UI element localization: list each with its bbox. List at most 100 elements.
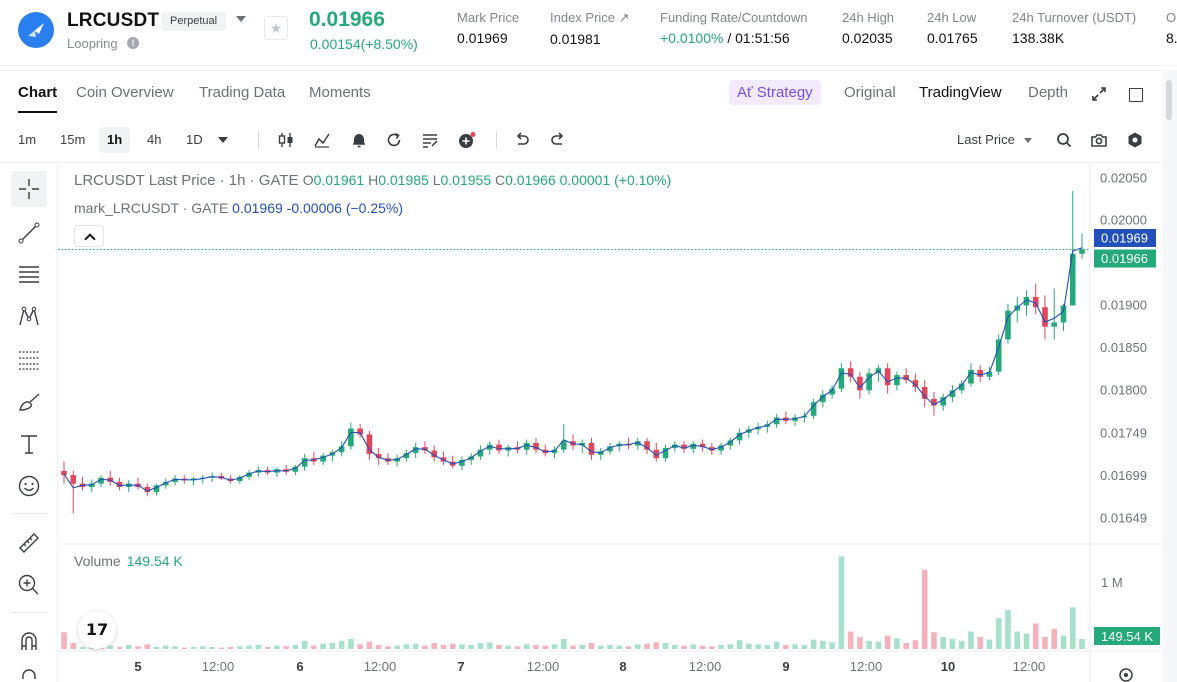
chevron-down-icon[interactable]: [1024, 138, 1032, 143]
zoom-in-tool[interactable]: [11, 567, 47, 603]
candle-style-icon[interactable]: [277, 131, 295, 149]
volume-bar: [560, 638, 567, 649]
chart-toolbar: 1m 15m 1h 4h 1D Last Price: [0, 115, 1163, 163]
strategy-button[interactable]: Ať Strategy: [729, 80, 821, 105]
interval-1d[interactable]: 1D: [186, 132, 203, 147]
add-indicator-icon[interactable]: [458, 131, 476, 149]
ohlc-close: 0.01966: [505, 172, 556, 188]
chart-canvas[interactable]: 0.020500.020000.019500.019000.018500.018…: [58, 163, 1163, 682]
volume-bar: [338, 640, 345, 649]
tab-coin-overview[interactable]: Coin Overview: [76, 84, 174, 101]
lock-icon: [22, 669, 36, 679]
volume-bar: [283, 646, 289, 649]
symbol-title[interactable]: LRCUSDT: [67, 10, 160, 31]
trend-line-tool[interactable]: [11, 215, 47, 251]
volume-bar: [875, 641, 882, 649]
expand-icon[interactable]: [1091, 86, 1107, 102]
candle-body: [301, 458, 308, 467]
interval-4h[interactable]: 4h: [147, 132, 162, 147]
funding-countdown: / 01:51:56: [723, 30, 790, 46]
volume-bar: [486, 642, 493, 649]
horizontal-lines-tool[interactable]: [11, 256, 47, 292]
replay-icon[interactable]: [385, 131, 403, 149]
tab-trading-data[interactable]: Trading Data: [199, 84, 286, 101]
volume-bar: [348, 638, 354, 649]
alert-bell-icon[interactable]: [350, 131, 368, 149]
magnet-tool[interactable]: [11, 623, 47, 659]
emoji-tool[interactable]: [11, 468, 47, 504]
interval-15m[interactable]: 15m: [60, 132, 86, 147]
template-icon[interactable]: [421, 131, 439, 149]
candle-body: [1032, 297, 1039, 308]
volume-bar: [986, 639, 993, 649]
candle-body: [70, 475, 77, 484]
volume-bar: [264, 646, 271, 649]
volume-bar: [163, 645, 169, 649]
redo-icon[interactable]: [549, 131, 567, 149]
view-depth[interactable]: Depth: [1028, 84, 1069, 101]
volume-bar: [746, 643, 752, 649]
price-axis-label: 0.01749: [1100, 426, 1147, 441]
candle-body: [523, 442, 530, 450]
time-axis-label: 10: [941, 659, 955, 674]
volume-bar: [403, 644, 410, 649]
tab-chart[interactable]: Chart: [18, 84, 58, 113]
pattern-tool[interactable]: [11, 299, 47, 335]
search-icon[interactable]: [1055, 131, 1073, 149]
volume-axis-label: 1 M: [1101, 575, 1123, 590]
stat-24h-high: 24h High 0.02035: [842, 10, 894, 46]
candle-body: [1079, 249, 1085, 254]
legend-collapse-button[interactable]: [74, 225, 104, 247]
page-scrollbar[interactable]: [1163, 70, 1177, 682]
volume-bar: [810, 639, 817, 649]
indicators-icon[interactable]: [313, 131, 331, 149]
interval-1m[interactable]: 1m: [18, 132, 37, 147]
candle-body: [995, 339, 1002, 372]
ruler-tool[interactable]: [11, 525, 47, 561]
camera-icon[interactable]: [1090, 131, 1108, 149]
fib-retracement-tool[interactable]: [11, 342, 47, 378]
volume-bar: [690, 644, 697, 649]
symbol-dropdown-icon[interactable]: [236, 16, 246, 22]
candle-body: [773, 417, 780, 425]
settings-gear-icon[interactable]: [1126, 131, 1144, 149]
tradingview-logo-icon[interactable]: 17: [78, 611, 116, 649]
price-source-select[interactable]: Last Price: [957, 132, 1015, 147]
candle-body: [88, 483, 95, 488]
tab-moments[interactable]: Moments: [309, 84, 371, 101]
lock-tool[interactable]: [11, 663, 47, 682]
fullscreen-icon[interactable]: [1129, 88, 1143, 102]
favorite-star-icon[interactable]: ★: [264, 16, 288, 40]
price-axis-label: 0.01800: [1100, 382, 1147, 397]
interval-more-icon[interactable]: [218, 137, 228, 143]
volume-bar: [820, 640, 826, 649]
candle-body: [144, 487, 151, 493]
volume-bar: [1079, 638, 1085, 649]
candle-body: [1069, 253, 1076, 306]
zoom-in-icon: [18, 574, 39, 595]
text-tool[interactable]: [11, 426, 47, 462]
volume-bar: [200, 646, 206, 649]
volume-bar: [884, 635, 891, 649]
volume-bar: [773, 641, 780, 649]
volume-bar: [579, 644, 586, 649]
view-tradingview[interactable]: TradingView: [919, 84, 1002, 101]
crosshair-tool[interactable]: [11, 171, 47, 207]
trend-line-icon: [18, 222, 40, 244]
info-icon[interactable]: !: [127, 37, 139, 49]
volume-bar: [903, 642, 909, 649]
undo-icon[interactable]: [513, 131, 531, 149]
brush-tool[interactable]: [11, 384, 47, 420]
price-chart[interactable]: 0.020500.020000.019500.019000.018500.018…: [58, 163, 1163, 682]
ohlc-low: 0.01955: [440, 172, 492, 188]
volume-bar: [1023, 633, 1030, 649]
volume-bar: [523, 644, 530, 649]
volume-bar: [542, 645, 549, 649]
stat-index-price[interactable]: Index Price ↗ 0.01981: [550, 10, 630, 47]
axis-settings-icon[interactable]: [1119, 668, 1133, 682]
volume-bar: [616, 645, 623, 649]
scrollbar-thumb[interactable]: [1166, 80, 1172, 120]
interval-1h[interactable]: 1h: [99, 127, 131, 153]
view-original[interactable]: Original: [844, 84, 896, 101]
candle-body: [431, 450, 437, 458]
